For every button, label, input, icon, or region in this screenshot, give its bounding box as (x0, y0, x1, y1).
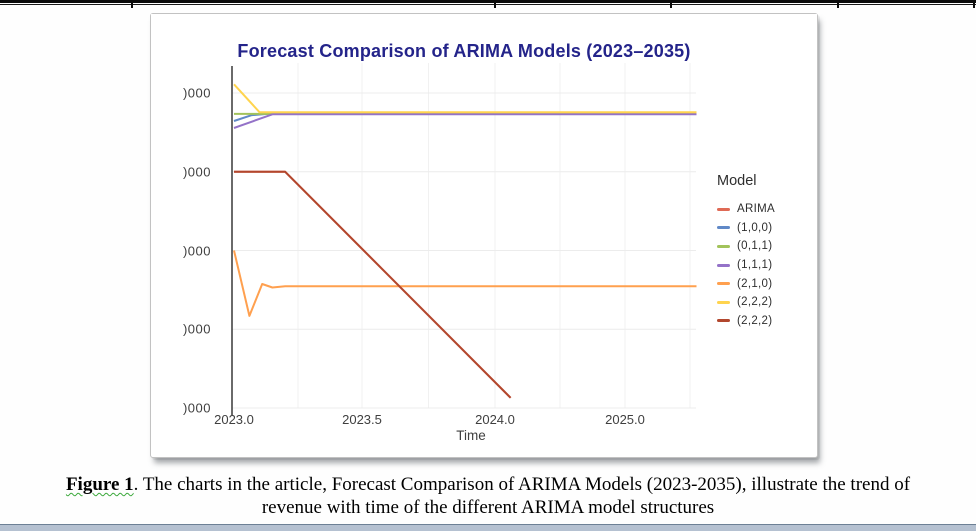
caption-text-1: . The charts in the article, Forecast Co… (133, 474, 911, 495)
legend-item: ARIMA (717, 200, 817, 219)
table-border-top (0, 0, 976, 9)
legend-swatch (717, 319, 730, 323)
y-tick-label: )000 (182, 400, 211, 416)
legend-item-label: (2,2,2) (737, 314, 773, 327)
chart-area: Forecast Comparison of ARIMA Models (202… (151, 14, 817, 441)
table-column-tick (837, 0, 839, 8)
legend-item-label: (1,1,1) (737, 259, 773, 272)
x-axis-title: Time (456, 428, 486, 441)
legend-item: (2,2,2) (717, 312, 817, 331)
legend-swatch (717, 226, 730, 230)
legend-swatch (717, 300, 730, 304)
table-column-tick (973, 0, 975, 8)
y-tick-label: )000 (182, 243, 211, 258)
legend-item: (1,1,1) (717, 256, 817, 275)
legend-swatch (717, 263, 730, 267)
legend-item: (2,2,2) (717, 293, 817, 312)
x-tick-label: 2024.0 (475, 412, 515, 427)
table-column-tick (494, 0, 496, 8)
chart-title: Forecast Comparison of ARIMA Models (202… (237, 41, 691, 61)
bottom-divider (0, 524, 976, 531)
legend-item: (2,1,0) (717, 274, 817, 293)
legend-items: ARIMA (1,0,0) (0,1,1) (1,1,1) (2,1,0) (2,2,2)… (717, 200, 817, 330)
series-line-5-(2,2,2) (233, 83, 697, 114)
x-tick-label: 2025.0 (605, 412, 645, 427)
x-tick-label: 2023.5 (342, 412, 382, 427)
series-line-3-(1,1,1) (233, 113, 697, 129)
caption-line-1: Figure 1. The charts in the article, For… (66, 474, 910, 495)
series-line-0-ARIMA (234, 170, 512, 399)
table-border-line (0, 0, 976, 3)
table-column-tick (670, 0, 672, 8)
series-line-6-(2,2,2) (234, 170, 512, 399)
legend-title: Model (717, 173, 757, 189)
figure-label: Figure 1 (65, 474, 134, 495)
legend-item: (0,1,1) (717, 237, 817, 256)
plot-svg (231, 63, 697, 415)
legend-item: (1,0,0) (717, 219, 817, 238)
legend-swatch (717, 282, 730, 286)
legend-item-label: (2,1,0) (737, 277, 773, 290)
y-tick-label: )000 (182, 164, 211, 180)
legend-swatch (717, 244, 730, 248)
figure-caption: Figure 1. The charts in the article, For… (0, 473, 976, 519)
caption-text-2: revenue with time of the different ARIMA… (261, 497, 715, 518)
series-line-4-(2,1,0) (233, 250, 697, 317)
table-column-tick (131, 0, 133, 8)
table-border-line-thin (0, 4, 976, 5)
legend-item-label: (0,1,1) (737, 240, 773, 253)
y-tick-label: )000 (182, 321, 211, 337)
x-tick-label: 2023.0 (214, 412, 254, 427)
y-tick-label: )000 (182, 85, 211, 101)
figure-box: Forecast Comparison of ARIMA Models (202… (150, 13, 818, 458)
legend-item-label: ARIMA (737, 203, 775, 216)
legend-item-label: (2,2,2) (737, 296, 773, 309)
chart-legend: Model ARIMA (1,0,0) (0,1,1) (1,1,1) (2,1,0) (… (717, 173, 817, 330)
legend-swatch (717, 207, 730, 211)
legend-item-label: (1,0,0) (737, 221, 773, 234)
